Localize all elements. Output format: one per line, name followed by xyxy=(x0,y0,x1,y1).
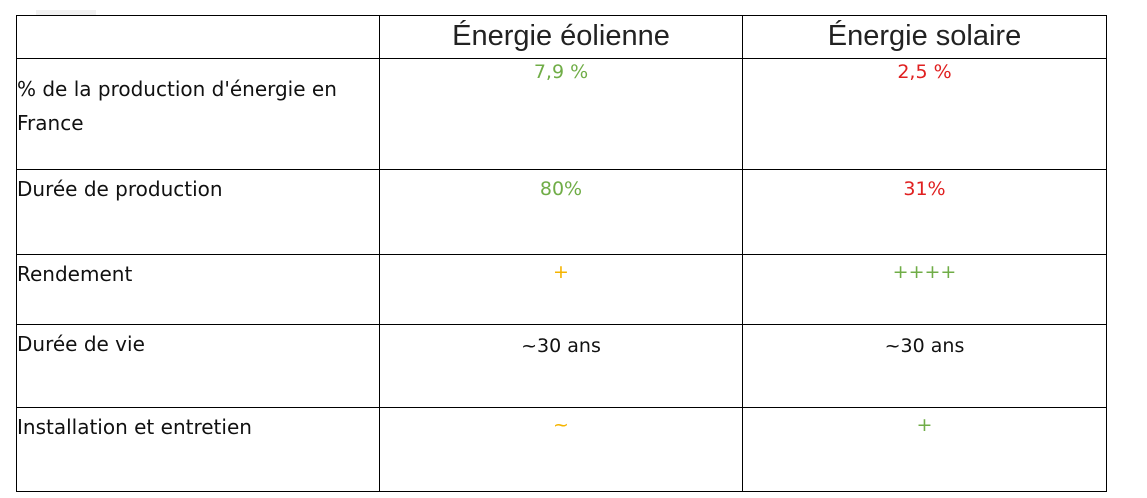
row-label-production-share: % de la production d'énergie en France xyxy=(16,58,380,170)
row-label-production-duration: Durée de production xyxy=(16,169,380,255)
value-solaire-lifespan: ~30 ans xyxy=(742,324,1107,408)
energy-comparison-table: Énergie éolienne Énergie solaire % de la… xyxy=(16,15,1107,492)
table-header-row: Énergie éolienne Énergie solaire xyxy=(16,15,1107,59)
value-eolienne-production-duration: 80% xyxy=(379,169,743,255)
table-row: Rendement + ++++ xyxy=(16,254,1107,325)
value-eolienne-lifespan: ~30 ans xyxy=(379,324,743,408)
row-label-installation-maintenance: Installation et entretien xyxy=(16,407,380,492)
header-solaire: Énergie solaire xyxy=(742,15,1107,59)
row-label-lifespan: Durée de vie xyxy=(16,324,380,408)
scan-artifact xyxy=(36,10,96,16)
value-solaire-efficiency: ++++ xyxy=(742,254,1107,325)
value-solaire-production-duration: 31% xyxy=(742,169,1107,255)
header-empty-cell xyxy=(16,15,380,59)
table-row: Durée de vie ~30 ans ~30 ans xyxy=(16,324,1107,408)
row-label-efficiency: Rendement xyxy=(16,254,380,325)
value-eolienne-efficiency: + xyxy=(379,254,743,325)
header-eolienne: Énergie éolienne xyxy=(379,15,743,59)
table-row: Durée de production 80% 31% xyxy=(16,169,1107,255)
table-row: Installation et entretien ~ + xyxy=(16,407,1107,492)
table-row: % de la production d'énergie en France 7… xyxy=(16,58,1107,170)
value-solaire-installation-maintenance: + xyxy=(742,407,1107,492)
value-eolienne-production-share: 7,9 % xyxy=(379,58,743,170)
value-solaire-production-share: 2,5 % xyxy=(742,58,1107,170)
value-eolienne-installation-maintenance: ~ xyxy=(379,407,743,492)
